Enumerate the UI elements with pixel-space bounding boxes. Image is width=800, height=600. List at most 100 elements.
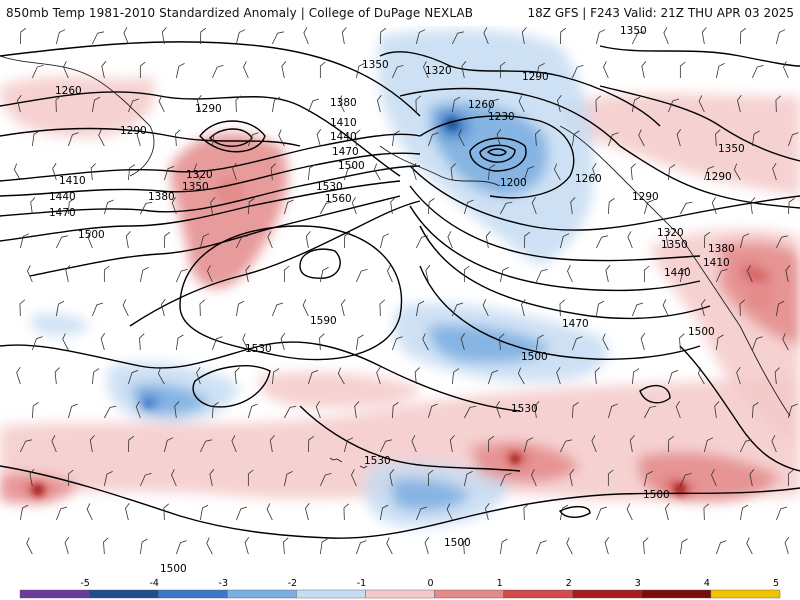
wind-barb <box>739 439 752 453</box>
wind-barb <box>602 333 609 351</box>
wind-barb <box>523 165 535 181</box>
map-header: 850mb Temp 1981-2010 Standardized Anomal… <box>0 0 800 26</box>
contour-label: 1440 <box>49 191 76 203</box>
wind-barb <box>496 129 502 147</box>
wind-barb <box>739 299 746 317</box>
map-title: 850mb Temp 1981-2010 Standardized Anomal… <box>6 6 474 20</box>
wind-barb <box>67 469 74 486</box>
wind-barb <box>569 469 575 487</box>
wind-barb <box>643 265 650 282</box>
wind-barb <box>315 401 321 419</box>
wind-barb <box>103 199 114 215</box>
wind-barb <box>518 95 525 113</box>
contour-line <box>399 87 621 147</box>
wind-barb <box>235 235 248 249</box>
wind-barb <box>571 402 579 419</box>
wind-barb <box>701 299 706 317</box>
wind-barb <box>749 469 755 487</box>
colorbar-tick-label: 3 <box>635 578 641 589</box>
wind-barb <box>199 27 207 45</box>
contour-label: 1500 <box>444 537 471 549</box>
wind-barb <box>341 27 347 45</box>
wind-barb <box>697 367 705 385</box>
wind-barb <box>234 367 240 385</box>
wind-barb <box>127 164 136 181</box>
wind-barb <box>64 537 70 555</box>
wind-barb <box>703 503 710 521</box>
wind-barb <box>207 265 213 283</box>
contour-line <box>0 341 521 412</box>
contour-label: 1500 <box>643 489 670 501</box>
contour-labels: 1350 1260 1290 1290 1350 1320 1290 1260 … <box>49 26 745 574</box>
wind-barb <box>209 469 215 487</box>
wind-barb <box>266 503 273 521</box>
wind-barb <box>450 163 456 181</box>
contour-line <box>192 365 271 408</box>
wind-barb <box>535 129 541 147</box>
wind-barb <box>631 31 644 45</box>
wind-barb <box>640 333 646 351</box>
wind-barb <box>458 129 465 147</box>
wind-barb <box>451 31 464 45</box>
wind-barb <box>775 95 782 113</box>
wind-barb <box>592 163 597 181</box>
wind-barb <box>451 368 460 385</box>
contour-label: 1320 <box>425 65 452 77</box>
wind-barb <box>51 435 57 453</box>
wind-barb <box>270 163 276 181</box>
contour-line <box>379 51 661 127</box>
wind-barb <box>715 63 725 79</box>
wind-barb <box>391 402 399 419</box>
wind-barb <box>711 197 717 215</box>
wind-barb <box>523 231 531 249</box>
wind-barb <box>62 333 69 351</box>
wind-barb <box>103 471 113 487</box>
wind-barb <box>427 198 435 215</box>
wind-barb <box>343 503 350 521</box>
contour-label: 1290 <box>705 171 732 183</box>
wind-barb <box>641 61 647 79</box>
wind-barb <box>499 201 513 215</box>
wind-barb <box>135 401 141 419</box>
wind-barb <box>271 302 284 317</box>
wind-barb <box>319 333 325 351</box>
wind-barb <box>739 504 749 521</box>
wind-barb <box>643 199 654 215</box>
wind-barb <box>595 300 605 317</box>
wind-barb <box>715 334 724 351</box>
wind-barb <box>54 367 60 385</box>
contour-label: 1290 <box>632 191 659 203</box>
wind-barb <box>679 333 685 351</box>
wind-barb <box>211 65 224 79</box>
wind-barb <box>283 405 297 419</box>
wind-barb <box>736 367 741 385</box>
wind-barb <box>157 367 165 385</box>
contour-line <box>0 41 421 117</box>
wind-barb <box>232 163 237 181</box>
wind-barb <box>487 98 500 113</box>
wind-barb <box>163 437 174 453</box>
wind-barb <box>787 132 799 147</box>
wind-barb <box>643 537 649 555</box>
colorbar-tick-label: -5 <box>80 578 89 589</box>
wind-barb <box>415 29 426 45</box>
wind-barb <box>570 197 576 215</box>
wind-barb <box>101 61 107 79</box>
wind-barb <box>243 61 249 79</box>
wind-barb <box>196 367 201 385</box>
wind-barb <box>390 197 396 215</box>
wind-barb <box>235 300 245 317</box>
wind-barb <box>517 367 525 385</box>
wind-barb <box>784 537 790 555</box>
wind-barb <box>163 503 170 521</box>
wind-barb <box>559 504 569 521</box>
contour-label: 1350 <box>661 239 688 251</box>
contour-line <box>599 85 800 162</box>
contour-label: 1530 <box>316 181 343 193</box>
wind-barb <box>379 299 386 317</box>
wind-barb <box>139 333 145 351</box>
wind-barb <box>521 27 527 45</box>
wind-barb <box>463 265 470 282</box>
wind-barb <box>343 165 355 181</box>
contour-label: 1500 <box>78 229 105 241</box>
